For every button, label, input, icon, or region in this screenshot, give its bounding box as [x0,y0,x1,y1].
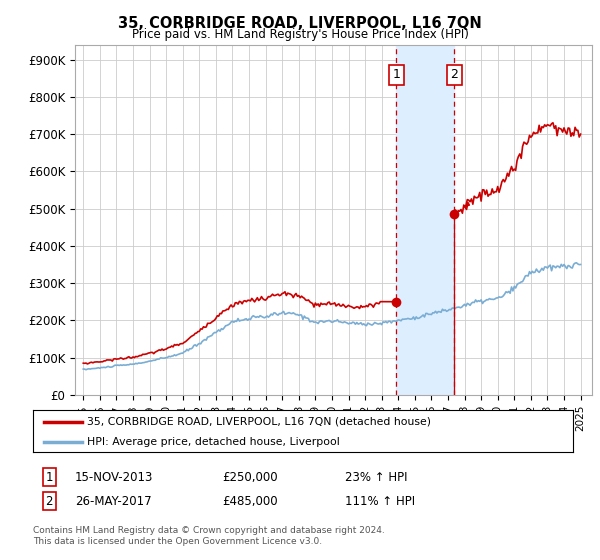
Text: 2: 2 [46,494,53,508]
Text: 1: 1 [46,470,53,484]
Text: 23% ↑ HPI: 23% ↑ HPI [345,470,407,484]
Text: 35, CORBRIDGE ROAD, LIVERPOOL, L16 7QN: 35, CORBRIDGE ROAD, LIVERPOOL, L16 7QN [118,16,482,31]
Text: £485,000: £485,000 [222,494,278,508]
Text: £250,000: £250,000 [222,470,278,484]
Text: 2: 2 [450,68,458,81]
Bar [396,45,454,395]
Text: HPI: Average price, detached house, Liverpool: HPI: Average price, detached house, Live… [87,437,340,447]
Text: 111% ↑ HPI: 111% ↑ HPI [345,494,415,508]
Text: 15-NOV-2013: 15-NOV-2013 [75,470,154,484]
Text: Contains HM Land Registry data © Crown copyright and database right 2024.
This d: Contains HM Land Registry data © Crown c… [33,526,385,546]
Text: 1: 1 [392,68,400,81]
Text: 26-MAY-2017: 26-MAY-2017 [75,494,152,508]
Text: 35, CORBRIDGE ROAD, LIVERPOOL, L16 7QN (detached house): 35, CORBRIDGE ROAD, LIVERPOOL, L16 7QN (… [87,417,431,427]
Text: Price paid vs. HM Land Registry's House Price Index (HPI): Price paid vs. HM Land Registry's House … [131,28,469,41]
